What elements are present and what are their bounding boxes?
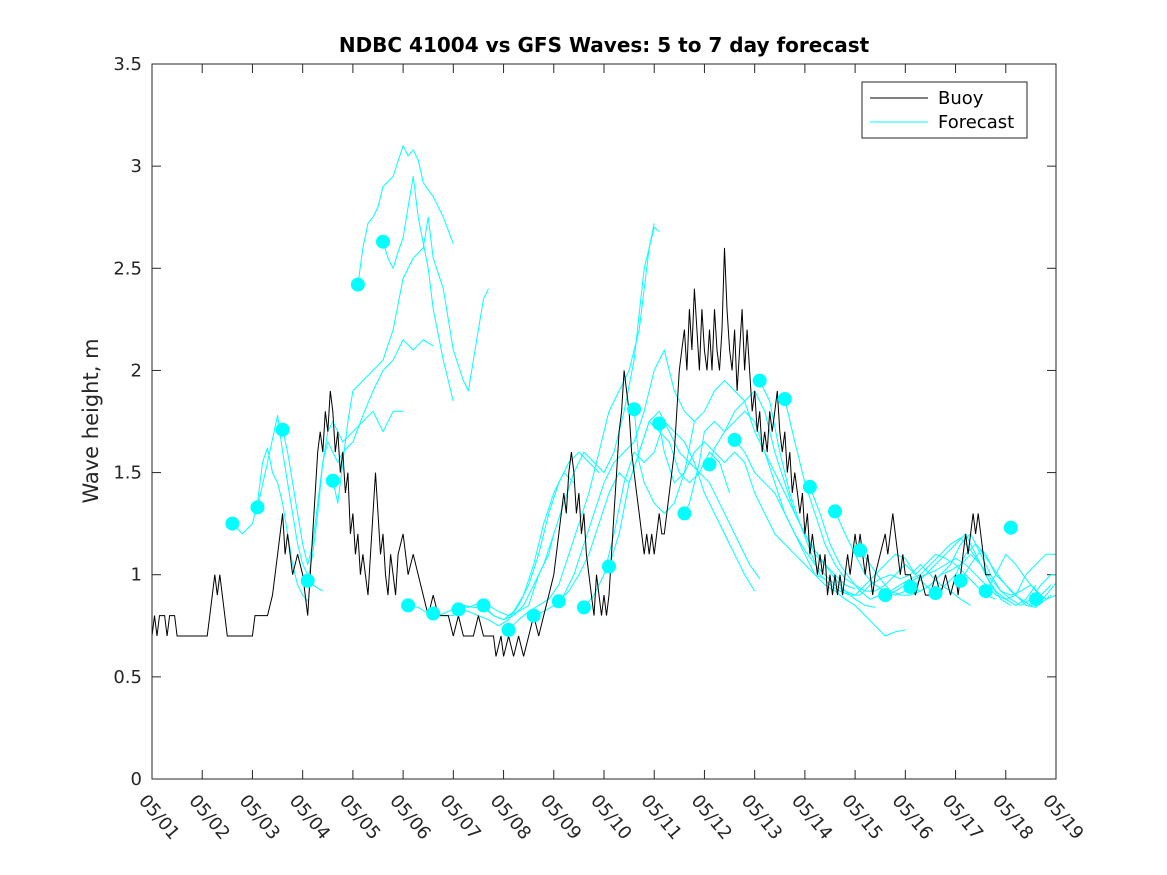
forecast-line <box>332 216 489 504</box>
y-axis: 0 0.5 1 1.5 2 2.5 3 3.5 <box>113 54 1056 790</box>
forecast-marker <box>953 573 968 588</box>
forecast-marker <box>777 392 792 406</box>
plot-area <box>152 64 1056 779</box>
forecast-line <box>307 339 434 581</box>
forecast-marker <box>250 500 265 515</box>
forecast-marker <box>828 504 842 519</box>
y-tick-label: 2 <box>131 360 142 381</box>
forecast-marker <box>802 479 817 494</box>
forecast-line <box>885 553 1056 600</box>
forecast-line <box>357 145 454 285</box>
forecast-marker <box>1003 520 1018 535</box>
forecast-marker <box>652 416 667 431</box>
forecast-line <box>985 553 1057 600</box>
y-axis-label: Wave height, m <box>79 338 103 503</box>
forecast-line <box>784 398 996 600</box>
forecast-marker <box>376 234 390 249</box>
forecast-line <box>683 390 876 608</box>
forecast-marker <box>300 573 315 588</box>
forecast-marker <box>627 402 642 417</box>
y-tick-label: 1.5 <box>113 463 142 484</box>
forecast-marker <box>576 600 591 615</box>
forecast-line <box>658 380 856 590</box>
legend: Buoy Forecast <box>861 81 1028 139</box>
forecast-marker <box>903 580 918 594</box>
forecast-marker <box>928 586 943 601</box>
forecast-line <box>232 447 309 602</box>
y-tick-label: 3 <box>131 156 142 177</box>
forecast-marker <box>501 622 516 637</box>
forecast-marker <box>476 598 491 613</box>
forecast-line <box>508 223 655 631</box>
buoy-line <box>151 247 991 657</box>
forecast-marker <box>325 473 340 488</box>
forecast-line <box>834 511 1037 606</box>
series-layer <box>151 145 1057 657</box>
forecast-marker <box>727 432 742 447</box>
forecast-line <box>809 486 1012 606</box>
legend-forecast-label: Forecast <box>938 112 1014 133</box>
forecast-line <box>458 451 600 627</box>
forecast-line <box>608 410 761 580</box>
forecast-line <box>633 409 826 580</box>
legend-buoy-label: Buoy <box>938 88 984 109</box>
y-tick-label: 0.5 <box>113 667 142 688</box>
y-tick-label: 2.5 <box>113 258 142 279</box>
legend-box <box>861 81 1028 139</box>
forecast-line <box>709 410 906 637</box>
forecast-marker <box>702 457 717 472</box>
forecast-marker <box>602 559 616 574</box>
chart-title: NDBC 41004 vs GFS Waves: 5 to 7 day fore… <box>339 33 870 57</box>
y-tick-label: 0 <box>131 769 142 790</box>
forecast-marker <box>752 373 767 388</box>
y-tick-label: 1 <box>131 565 142 586</box>
forecast-marker-layer <box>225 234 1043 637</box>
forecast-marker <box>551 594 566 609</box>
forecast-marker <box>451 602 466 617</box>
plot-frame <box>151 63 1057 780</box>
forecast-marker <box>526 608 541 623</box>
forecast-marker <box>853 543 868 558</box>
forecast-marker <box>978 584 993 599</box>
forecast-marker <box>350 277 365 292</box>
forecast-marker <box>1028 592 1043 607</box>
forecast-marker <box>275 422 290 437</box>
forecast-marker <box>225 516 240 531</box>
forecast-line <box>382 175 454 402</box>
forecast-line <box>859 533 1056 606</box>
forecast-marker <box>401 598 416 613</box>
y-tick-label: 3.5 <box>113 54 142 75</box>
forecast-marker <box>426 606 441 621</box>
forecast-marker <box>677 506 692 521</box>
forecast-marker <box>878 588 893 603</box>
